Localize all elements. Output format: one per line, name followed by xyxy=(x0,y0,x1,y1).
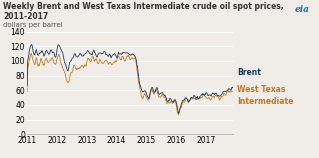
Text: eia: eia xyxy=(294,5,309,14)
Text: Brent: Brent xyxy=(237,68,261,77)
Text: Weekly Brent and West Texas Intermediate crude oil spot prices, 2011-2017: Weekly Brent and West Texas Intermediate… xyxy=(3,2,284,21)
Text: dollars per barrel: dollars per barrel xyxy=(3,22,63,28)
Text: West Texas: West Texas xyxy=(237,85,286,94)
Text: Intermediate: Intermediate xyxy=(237,97,293,106)
